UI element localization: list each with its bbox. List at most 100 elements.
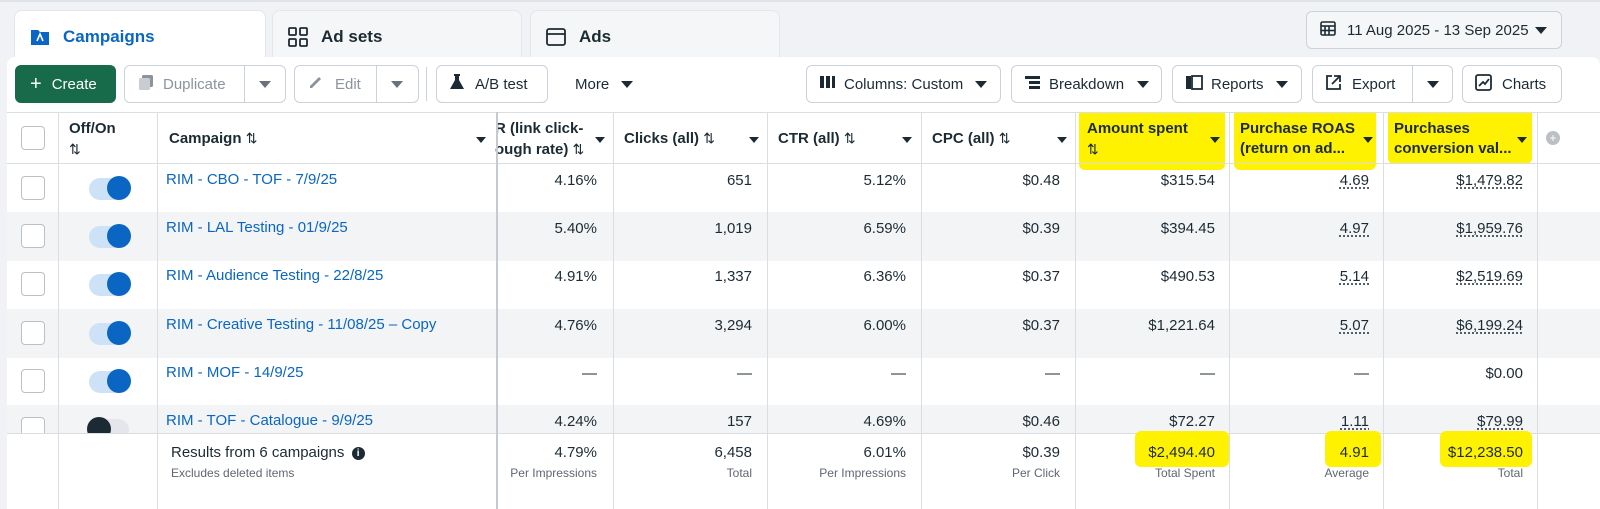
info-icon[interactable]: i [351, 447, 365, 460]
sort-icon[interactable]: ⇅ [703, 130, 715, 146]
tab-campaigns[interactable]: Campaigns [14, 10, 266, 62]
tab-ads[interactable]: Ads [530, 10, 780, 62]
campaign-toggle[interactable] [89, 272, 131, 296]
sort-icon[interactable]: ⇅ [1087, 141, 1099, 157]
campaign-toggle[interactable] [89, 321, 131, 345]
create-button[interactable]: + Create [15, 65, 116, 103]
sort-icon[interactable]: ⇅ [998, 130, 1011, 146]
ab-test-label: A/B test [475, 75, 528, 93]
sort-icon[interactable]: ⇅ [245, 130, 258, 146]
total-highlight [1440, 431, 1532, 467]
footer-clicks: 6,458 [714, 444, 752, 461]
chevron-down-icon[interactable] [1210, 137, 1220, 143]
column-header-ctr-all[interactable]: CTR (all) ⇅ [778, 128, 856, 149]
column-header-purchases-value[interactable]: Purchases conversion val... [1394, 119, 1512, 159]
campaign-name-link[interactable]: RIM - TOF - Catalogue - 9/9/25 [166, 412, 374, 429]
cell-pcv[interactable]: $1,959.76 [1456, 220, 1523, 237]
cell-roas[interactable]: 4.69 [1339, 172, 1369, 189]
breakdown-button[interactable]: Breakdown [1011, 65, 1162, 103]
cell-pcv[interactable]: $6,199.24 [1456, 317, 1523, 334]
footer-roas: 4.91 [1339, 444, 1369, 461]
chevron-down-icon[interactable] [1427, 81, 1439, 88]
breakdown-icon [1024, 74, 1041, 94]
row-checkbox[interactable] [21, 369, 45, 393]
campaign-toggle[interactable] [89, 176, 131, 200]
columns-button[interactable]: Columns: Custom [806, 65, 1001, 103]
chevron-down-icon[interactable] [1517, 137, 1527, 143]
chevron-down-icon[interactable] [259, 81, 271, 88]
campaign-name-link[interactable]: RIM - MOF - 14/9/25 [166, 364, 304, 381]
reports-button[interactable]: Reports [1172, 65, 1302, 103]
charts-button[interactable]: Charts [1462, 65, 1562, 103]
chevron-down-icon[interactable] [391, 81, 403, 88]
cell-pcv[interactable]: $1,479.82 [1456, 172, 1523, 189]
top-strip [0, 0, 1600, 2]
campaign-name-link[interactable]: RIM - Creative Testing - 11/08/25 – Copy [166, 316, 437, 333]
add-column-icon[interactable]: + [1546, 131, 1560, 145]
cell-ctr-link: 4.91% [554, 268, 597, 285]
cell-pcv[interactable]: $79.99 [1477, 413, 1523, 430]
row-checkbox[interactable] [21, 321, 45, 345]
sort-icon[interactable]: ⇅ [572, 141, 585, 157]
column-header-amount-spent[interactable]: Amount spent ⇅ [1087, 119, 1188, 159]
chevron-down-icon[interactable] [1363, 137, 1373, 143]
select-all-checkbox[interactable] [21, 126, 45, 150]
cell-pcv[interactable]: $2,519.69 [1456, 268, 1523, 285]
column-header-purchase-roas[interactable]: Purchase ROAS (return on ad... [1240, 119, 1355, 159]
cell-ctr-all: 6.36% [863, 268, 906, 285]
tab-label: Campaigns [63, 26, 155, 46]
cell-ctr-link: 4.24% [554, 413, 597, 430]
campaign-name-link[interactable]: RIM - LAL Testing - 01/9/25 [166, 219, 348, 236]
row-checkbox[interactable] [21, 224, 45, 248]
date-range-picker[interactable]: 11 Aug 2025 - 13 Sep 2025 [1306, 11, 1562, 49]
header-label: CTR (all) [778, 130, 840, 147]
column-header-cpc[interactable]: CPC (all) ⇅ [932, 128, 1010, 149]
grid-line [1537, 112, 1538, 509]
cell-cpc: — [1045, 365, 1060, 382]
sort-icon[interactable]: ⇅ [69, 141, 81, 157]
row-checkbox[interactable] [21, 176, 45, 200]
chevron-down-icon[interactable] [595, 137, 605, 143]
campaign-toggle[interactable] [89, 224, 131, 248]
column-header-clicks[interactable]: Clicks (all) ⇅ [624, 128, 715, 149]
cell-roas[interactable]: 1.11 [1340, 413, 1369, 430]
sort-icon[interactable]: ⇅ [843, 130, 856, 146]
row-checkbox[interactable] [21, 272, 45, 296]
chevron-down-icon[interactable] [476, 137, 486, 143]
table-row[interactable]: RIM - MOF - 14/9/25 — — — — — — $0.00 [7, 357, 1600, 406]
duplicate-button[interactable]: Duplicate [124, 65, 286, 103]
chevron-down-icon [1137, 81, 1149, 88]
cell-clicks: 1,019 [714, 220, 752, 237]
pencil-icon [307, 73, 325, 95]
campaign-name-link[interactable]: RIM - CBO - TOF - 7/9/25 [166, 171, 338, 188]
campaigns-table: Off/On ⇅ Campaign ⇅ R (link click- ough … [7, 112, 1600, 509]
cell-roas[interactable]: 5.14 [1339, 268, 1369, 285]
edit-button[interactable]: Edit [294, 65, 419, 103]
footer-purchases-value-sub: Total [1497, 466, 1523, 480]
chevron-down-icon[interactable] [749, 137, 759, 143]
table-row[interactable]: RIM - CBO - TOF - 7/9/25 4.16% 651 5.12% $0.… [7, 164, 1600, 213]
cell-ctr-all: 4.69% [863, 413, 906, 430]
table-row[interactable]: RIM - LAL Testing - 01/9/25 5.40% 1,019 6.5… [7, 212, 1600, 261]
column-header-ctr-link[interactable]: R (link click- ough rate) ⇅ [495, 119, 584, 160]
footer-ctr-link: 4.79% [554, 444, 597, 461]
more-button[interactable]: More [560, 65, 642, 103]
cell-roas[interactable]: 4.97 [1339, 220, 1369, 237]
cell-pcv[interactable]: $0.00 [1485, 365, 1523, 382]
table-row[interactable]: RIM - Audience Testing - 22/8/25 4.91% 1,3… [7, 260, 1600, 309]
reports-icon [1185, 74, 1203, 95]
column-header-campaign[interactable]: Campaign ⇅ [169, 128, 257, 149]
campaign-name-link[interactable]: RIM - Audience Testing - 22/8/25 [166, 267, 384, 284]
export-button[interactable]: Export [1312, 65, 1453, 103]
column-header-offon[interactable]: Off/On ⇅ [69, 119, 116, 159]
table-row[interactable]: RIM - Creative Testing - 11/08/25 – Copy… [7, 309, 1600, 358]
cell-roas[interactable]: — [1354, 365, 1369, 382]
campaign-toggle[interactable] [89, 369, 131, 393]
cell-roas[interactable]: 5.07 [1339, 317, 1369, 334]
tab-ad-sets[interactable]: Ad sets [272, 10, 522, 62]
cell-clicks: 3,294 [714, 317, 752, 334]
ab-test-button[interactable]: A/B test [436, 65, 548, 103]
chevron-down-icon[interactable] [1057, 137, 1067, 143]
chevron-down-icon[interactable] [902, 137, 912, 143]
cell-ctr-link: 5.40% [554, 220, 597, 237]
